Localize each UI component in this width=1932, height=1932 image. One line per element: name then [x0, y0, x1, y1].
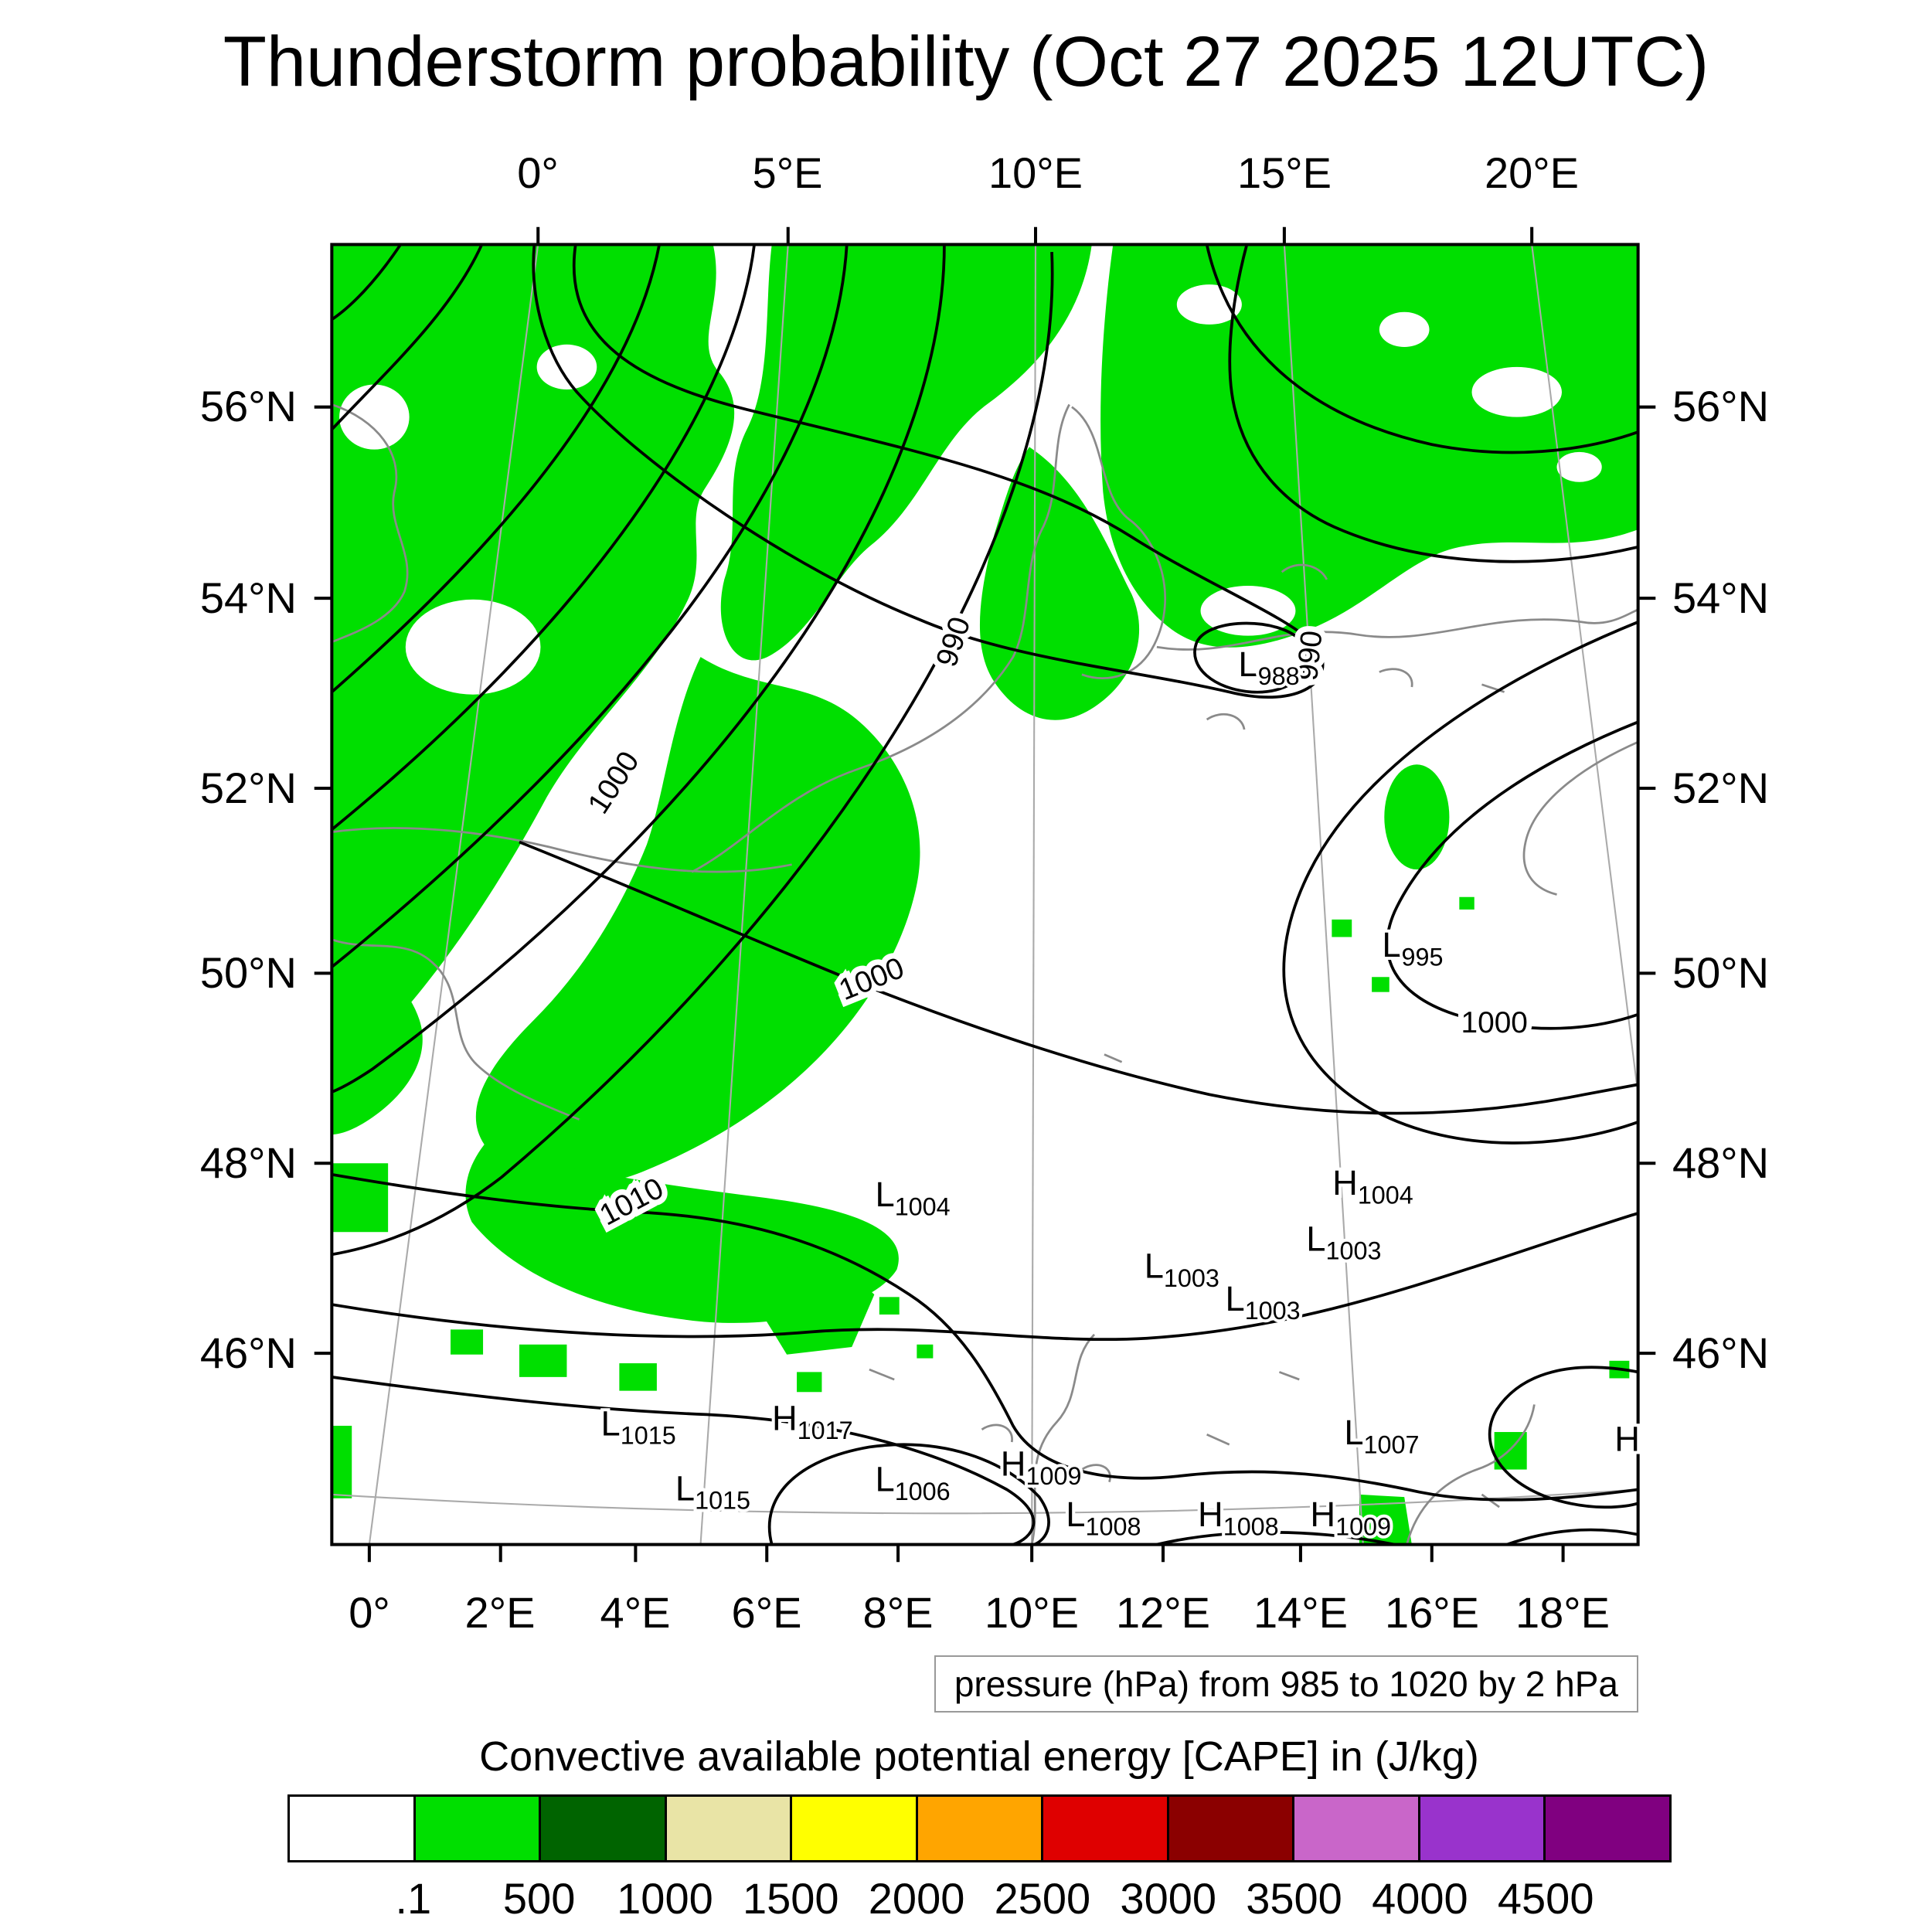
axis-ticks: [314, 226, 1656, 1563]
axis-label-left: 48°N: [199, 1138, 297, 1187]
pressure-center-label: L1006: [876, 1460, 951, 1505]
colorbar-tick-label: 3000: [1120, 1874, 1217, 1923]
axis-label-bottom: 2°E: [464, 1588, 536, 1637]
colorbar-tick-label: 500: [502, 1874, 576, 1923]
axis-label-bottom: 6°E: [731, 1588, 802, 1637]
colorbar-tick-label: 1500: [742, 1874, 839, 1923]
colorbar-cell: [1166, 1797, 1293, 1860]
pressure-center-label: L1007: [1344, 1413, 1419, 1458]
contour-label: 1000: [1461, 1006, 1528, 1039]
colorbar: [287, 1794, 1672, 1862]
pressure-center-label: H1017: [772, 1399, 853, 1444]
pressure-center-label: L1003: [1226, 1279, 1301, 1325]
axis-label-bottom: 16°E: [1384, 1588, 1480, 1637]
pressure-center-label: H1008: [1198, 1495, 1279, 1540]
colorbar-tick-label: 1000: [617, 1874, 713, 1923]
axis-label-top: 20°E: [1484, 148, 1580, 197]
graticule: [332, 244, 1639, 1545]
map-frame: [330, 243, 1640, 1546]
pressure-center-label: L1004: [876, 1175, 951, 1220]
axis-label-top: 10°E: [988, 148, 1083, 197]
pressure-center-label: L1008: [1066, 1495, 1141, 1540]
axis-label-bottom: 18°E: [1515, 1588, 1611, 1637]
pressure-center-label: L1015: [601, 1403, 676, 1449]
axis-label-bottom: 10°E: [984, 1588, 1080, 1637]
axis-label-bottom: 14°E: [1253, 1588, 1349, 1637]
axis-label-left: 46°N: [199, 1328, 297, 1377]
pressure-center-label: H1004: [1332, 1163, 1413, 1209]
axis-label-top: 15°E: [1236, 148, 1332, 197]
colorbar-tick-label: 4000: [1372, 1874, 1468, 1923]
axis-label-bottom: 0°: [349, 1588, 390, 1637]
colorbar-tick-label: 2000: [868, 1874, 965, 1923]
pressure-center-label: L1003: [1306, 1219, 1381, 1264]
axis-label-bottom: 4°E: [600, 1588, 671, 1637]
axis-label-left: 50°N: [199, 948, 297, 997]
pressure-center-label: L988: [1238, 645, 1299, 690]
colorbar-cell: [1417, 1797, 1544, 1860]
colorbar-tick-label: 2500: [994, 1874, 1091, 1923]
axis-label-right: 50°N: [1672, 948, 1770, 997]
colorbar-cell: [915, 1797, 1042, 1860]
axis-label-left: 56°N: [199, 382, 297, 430]
chart-title: Thunderstorm probability (Oct 27 2025 12…: [223, 22, 1709, 101]
colorbar-cell: [790, 1797, 916, 1860]
colorbar-cell: [290, 1797, 413, 1860]
colorbar-cell: [413, 1797, 539, 1860]
colorbar-tick-label: .1: [395, 1874, 432, 1923]
pressure-center-label: H: [1614, 1419, 1640, 1458]
axis-label-right: 48°N: [1672, 1138, 1770, 1187]
axis-label-right: 56°N: [1672, 382, 1770, 430]
pressure-center-label: L1003: [1145, 1247, 1219, 1292]
axis-label-right: 46°N: [1672, 1328, 1770, 1377]
axis-label-bottom: 8°E: [862, 1588, 934, 1637]
coastlines: [331, 403, 1639, 1545]
colorbar-cell: [1543, 1797, 1670, 1860]
axis-label-left: 54°N: [199, 573, 297, 622]
colorbar-title: Convective available potential energy [C…: [479, 1733, 1479, 1780]
colorbar-cell: [664, 1797, 791, 1860]
pressure-note: pressure (hPa) from 985 to 1020 by 2 hPa: [934, 1655, 1638, 1713]
axis-label-bottom: 12°E: [1115, 1588, 1211, 1637]
axis-label-top: 0°: [517, 148, 559, 197]
colorbar-tick-label: 4500: [1497, 1874, 1594, 1923]
colorbar-cell: [539, 1797, 665, 1860]
isobar-contours: [330, 243, 1639, 1546]
pressure-center-label: H1009: [1310, 1495, 1391, 1540]
pressure-center-label: L995: [1382, 925, 1443, 971]
axis-label-top: 5°E: [752, 148, 823, 197]
axis-label-right: 54°N: [1672, 573, 1770, 622]
colorbar-tick-label: 3500: [1246, 1874, 1342, 1923]
colorbar-cell: [1292, 1797, 1418, 1860]
pressure-center-label: L1015: [675, 1468, 750, 1514]
axis-label-left: 52°N: [199, 764, 297, 812]
pressure-center-label: H1009: [1001, 1444, 1082, 1489]
axis-label-right: 52°N: [1672, 764, 1770, 812]
colorbar-cell: [1041, 1797, 1167, 1860]
